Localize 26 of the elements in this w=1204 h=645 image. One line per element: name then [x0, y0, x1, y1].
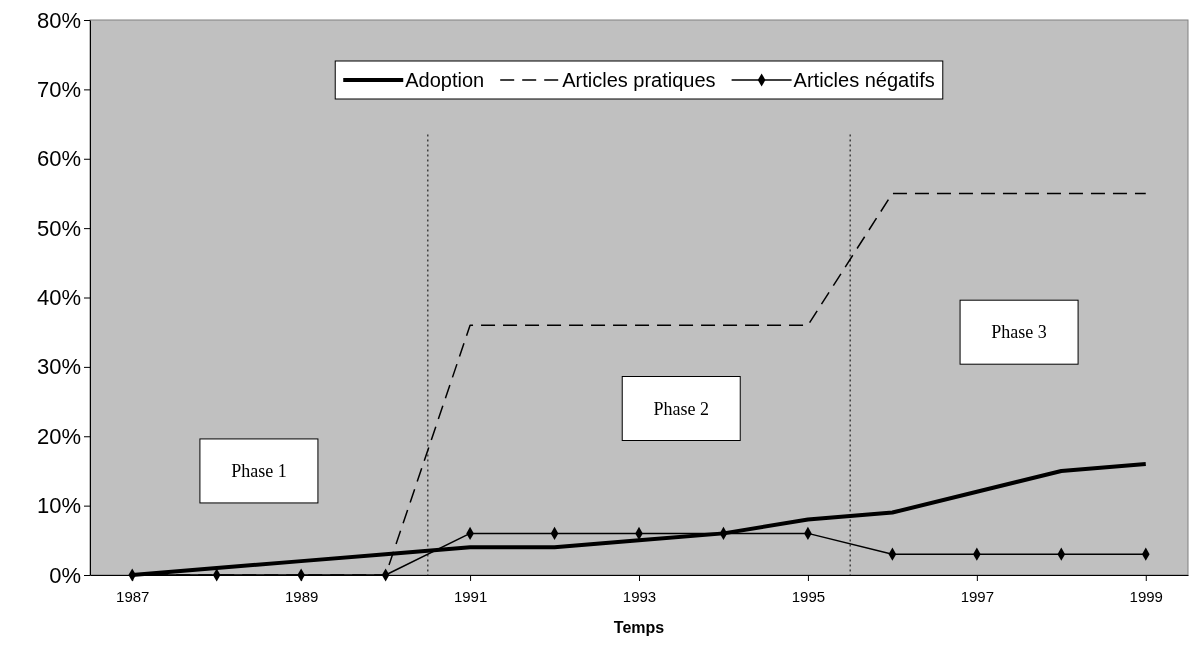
x-tick-label: 1991: [453, 588, 488, 605]
legend-label: Articles négatifs: [793, 69, 935, 91]
x-axis-title: Temps: [613, 619, 665, 636]
x-tick-label: 1999: [1129, 588, 1163, 605]
text-box: Phase 3: [959, 299, 1079, 365]
y-tick-label: 10%: [36, 493, 81, 519]
x-tick-label: 1997: [960, 588, 995, 605]
y-tick-label: 50%: [36, 215, 81, 241]
x-tick-label: 1993: [622, 588, 657, 605]
annotation: Phase 2: [653, 398, 709, 419]
y-tick-label: 0%: [49, 562, 81, 588]
legend-label: Adoption: [405, 69, 485, 91]
y-tick-label: 70%: [36, 76, 81, 102]
annotation: Phase 1: [231, 460, 287, 481]
legend-label: Articles pratiques: [562, 69, 716, 91]
y-tick-label: 30%: [36, 354, 81, 380]
y-tick-label: 80%: [36, 7, 81, 33]
text-box: Phase 2: [621, 376, 741, 441]
y-tick-label: 20%: [36, 423, 81, 449]
x-tick-label: 1989: [284, 588, 319, 605]
annotation: Phase 3: [991, 322, 1047, 343]
x-tick-label: 1995: [791, 588, 826, 605]
y-tick-label: 60%: [36, 146, 81, 172]
y-tick-label: 40%: [36, 285, 81, 311]
text-box: Phase 1: [199, 438, 319, 504]
x-tick-label: 1987: [116, 588, 150, 605]
